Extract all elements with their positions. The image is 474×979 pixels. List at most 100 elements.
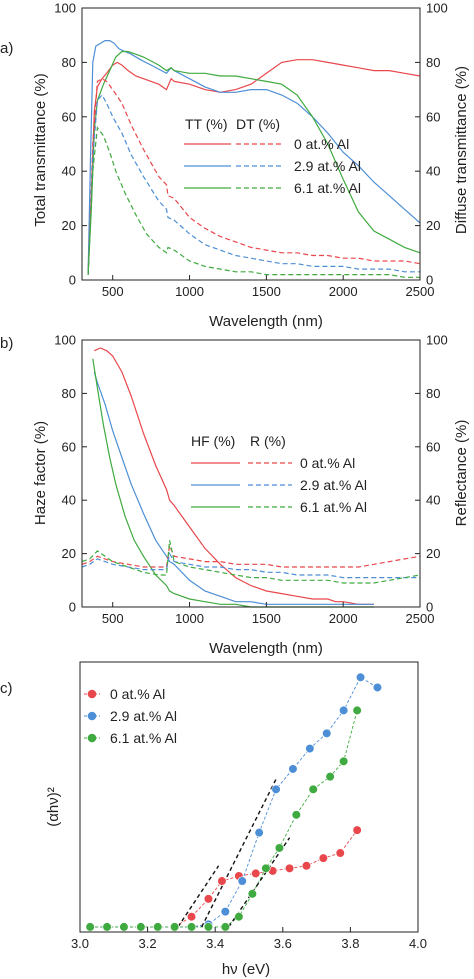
panel-a-label: a): [0, 40, 13, 57]
panel-a-y2tick-label: 0: [426, 273, 433, 288]
panel-b-xtick-label: 2000: [329, 611, 358, 626]
panel-c-legend-marker: [87, 689, 97, 699]
panel-c-point-1: [288, 764, 298, 774]
panel-c-point-1: [237, 876, 247, 886]
panel-c-point-1: [322, 728, 332, 738]
panel-a-ytick-label: 100: [54, 1, 76, 16]
panel-c-point-0: [217, 876, 227, 886]
panel-b-series-r-3: [81, 543, 421, 568]
panel-b-series-r-4: [81, 551, 420, 579]
panel-a-y2label: Diffuse transmittance (%): [453, 66, 470, 234]
panel-c-xtick-label: 3.0: [71, 936, 89, 951]
panel-c-point-0: [186, 912, 197, 922]
panel-c-point-2: [119, 922, 129, 932]
panel-c-point-0: [251, 868, 261, 879]
panel-b-y2tick-label: 80: [426, 386, 440, 401]
panel-c-point-2: [136, 922, 146, 932]
panel-b-legend-entry-1: 2.9 at.% Al: [300, 477, 367, 493]
panel-c-point-0: [335, 848, 345, 858]
panel-c-point-2: [85, 922, 95, 932]
panel-c-point-1: [254, 828, 264, 838]
panel-c-point-0: [318, 853, 328, 863]
panel-c-fit-line-2: [228, 837, 291, 928]
panel-c-point-2: [102, 922, 112, 932]
panel-c-legend-entry-1: 2.9 at.% Al: [110, 708, 177, 724]
panel-b-legend-header-solid: HF (%): [191, 433, 235, 449]
panel-c-point-2: [352, 705, 362, 715]
panel-b-series-hf-0: [94, 347, 374, 605]
panel-b-legend-entry-2: 6.1 at.% Al: [300, 499, 367, 515]
panel-c-plot-frame: [79, 661, 419, 933]
panel-c-point-2: [308, 784, 318, 794]
panel-a-legend-entry-2: 6.1 at.% Al: [294, 180, 361, 196]
panel-c-point-2: [234, 912, 244, 922]
panel-b-y2tick-label: 40: [426, 493, 440, 508]
panel-b-ytick-label: 60: [62, 439, 76, 454]
panel-c-point-0: [352, 825, 362, 835]
panel-a-legend-header-dashed: DT (%): [236, 116, 280, 132]
panel-b-xlabel: Wavelength (nm): [209, 640, 323, 657]
panel-c-fit-line-1: [201, 778, 277, 928]
panel-c-point-2: [247, 889, 257, 899]
panel-a-ylabel: Total transmittance (%): [32, 73, 49, 226]
panel-b-label: b): [0, 335, 13, 352]
panel-b-series-r-5: [81, 540, 421, 584]
panel-b-ytick-label: 20: [62, 546, 76, 561]
panel-a-series-dt-3: [87, 78, 421, 275]
panel-c-xtick-label: 4.0: [409, 936, 427, 951]
panel-b-series-hf-1: [93, 371, 374, 605]
panel-c-legend-marker: [87, 711, 97, 721]
panel-b-y2tick-label: 0: [426, 600, 433, 615]
panel-b-ytick-label: 100: [54, 333, 76, 348]
panel-b-y2tick-label: 60: [426, 439, 440, 454]
panel-c-xtick-label: 3.2: [139, 936, 157, 951]
panel-c-point-0: [301, 861, 312, 871]
panel-b-plot-frame: [81, 339, 421, 608]
panel-a-y2tick-label: 40: [426, 164, 440, 179]
panel-c-legend-entry-2: 6.1 at.% Al: [110, 730, 177, 746]
panel-a-y2tick-label: 60: [426, 109, 440, 124]
panel-b-xtick-label: 1500: [252, 611, 281, 626]
panel-a-ytick-label: 60: [62, 109, 76, 124]
panel-a-ytick-label: 40: [62, 164, 76, 179]
panel-c-point-0: [203, 894, 214, 904]
panel-b-legend-header-dashed: R (%): [250, 433, 286, 449]
panel-c-point-2: [274, 843, 285, 853]
panel-b-ylabel: Haze factor (%): [32, 421, 49, 525]
panel-c-point-0: [284, 863, 295, 873]
panel-c-fit-line-0: [177, 865, 220, 928]
panel-c-point-2: [220, 922, 230, 932]
panel-c-xlabel: hν (eV): [222, 961, 270, 978]
panel-c-point-1: [220, 907, 230, 917]
panel-c-point-2: [153, 922, 163, 932]
panel-c-xtick-label: 3.6: [274, 936, 292, 951]
panel-a-xtick-label: 1000: [175, 284, 204, 299]
panel-c-point-1: [372, 682, 383, 693]
panel-a-xtick-label: 2500: [406, 284, 435, 299]
panel-b-ytick-label: 80: [62, 386, 76, 401]
panel-a-series-tt-2: [87, 50, 421, 275]
panel-c-label: c): [0, 680, 13, 697]
panel-c-point-2: [261, 863, 271, 873]
panel-a-xlabel: Wavelength (nm): [209, 313, 323, 330]
panel-a-xtick-label: 2000: [329, 284, 358, 299]
panel-c-point-2: [339, 756, 349, 766]
panel-a-ytick-label: 80: [62, 55, 76, 70]
panel-c-chart: 3.0 3.2 3.4 3.6 3.8 4.0: [71, 661, 427, 951]
panel-a-xtick-label: 1500: [252, 284, 281, 299]
panel-a-legend-entry-0: 0 at.% Al: [294, 136, 349, 152]
panel-a-y2tick-label: 80: [426, 55, 440, 70]
panel-b-y2label: Reflectance (%): [453, 420, 470, 527]
panel-b-ytick-label: 0: [69, 600, 76, 615]
panel-b-y2tick-label: 20: [426, 546, 440, 561]
panel-b-xtick-label: 500: [102, 611, 124, 626]
panel-b-ytick-label: 40: [62, 493, 76, 508]
panel-c-point-1: [355, 672, 366, 682]
panel-a-series-dt-4: [87, 93, 420, 275]
panel-c-point-2: [325, 772, 335, 782]
panel-b-y2tick-label: 100: [426, 333, 448, 348]
panel-c-ylabel: (αhν)²: [45, 787, 62, 827]
panel-a-legend-header-solid: TT (%): [185, 116, 228, 132]
panel-a-series-tt-1: [87, 40, 421, 275]
